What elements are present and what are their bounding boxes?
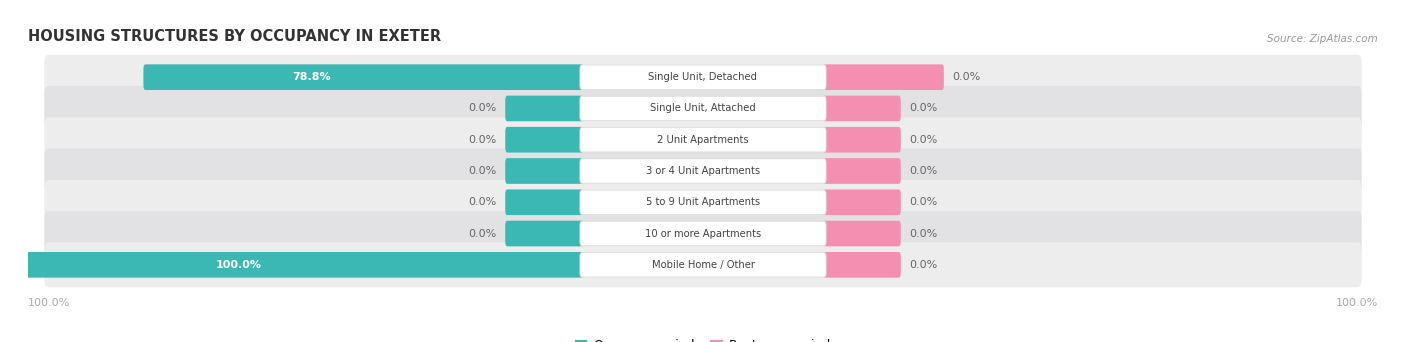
Text: 100.0%: 100.0% [28, 298, 70, 308]
Text: 0.0%: 0.0% [468, 104, 496, 114]
Text: 100.0%: 100.0% [1336, 298, 1378, 308]
Text: Single Unit, Detached: Single Unit, Detached [648, 72, 758, 82]
FancyBboxPatch shape [505, 221, 583, 246]
FancyBboxPatch shape [505, 158, 583, 184]
FancyBboxPatch shape [45, 55, 1361, 100]
Text: HOUSING STRUCTURES BY OCCUPANCY IN EXETER: HOUSING STRUCTURES BY OCCUPANCY IN EXETE… [28, 29, 441, 44]
FancyBboxPatch shape [45, 86, 1361, 131]
FancyBboxPatch shape [579, 190, 827, 214]
Text: Mobile Home / Other: Mobile Home / Other [651, 260, 755, 270]
FancyBboxPatch shape [823, 221, 901, 246]
FancyBboxPatch shape [823, 64, 943, 90]
Text: 0.0%: 0.0% [910, 260, 938, 270]
Text: 10 or more Apartments: 10 or more Apartments [645, 228, 761, 238]
FancyBboxPatch shape [823, 158, 901, 184]
Text: 78.8%: 78.8% [292, 72, 330, 82]
FancyBboxPatch shape [27, 252, 583, 278]
Text: 0.0%: 0.0% [910, 135, 938, 145]
Text: 0.0%: 0.0% [468, 197, 496, 207]
FancyBboxPatch shape [505, 189, 583, 215]
FancyBboxPatch shape [505, 96, 583, 121]
Text: 0.0%: 0.0% [953, 72, 981, 82]
FancyBboxPatch shape [579, 96, 827, 121]
FancyBboxPatch shape [143, 64, 583, 90]
FancyBboxPatch shape [45, 180, 1361, 225]
FancyBboxPatch shape [505, 127, 583, 153]
FancyBboxPatch shape [579, 128, 827, 152]
Text: 0.0%: 0.0% [468, 135, 496, 145]
FancyBboxPatch shape [823, 252, 901, 278]
Text: 0.0%: 0.0% [910, 104, 938, 114]
FancyBboxPatch shape [579, 221, 827, 246]
Text: 0.0%: 0.0% [468, 166, 496, 176]
FancyBboxPatch shape [823, 189, 901, 215]
Text: 0.0%: 0.0% [910, 166, 938, 176]
Text: 0.0%: 0.0% [910, 197, 938, 207]
FancyBboxPatch shape [579, 159, 827, 183]
Text: Single Unit, Attached: Single Unit, Attached [650, 104, 756, 114]
Text: 100.0%: 100.0% [215, 260, 262, 270]
FancyBboxPatch shape [579, 65, 827, 89]
FancyBboxPatch shape [45, 211, 1361, 256]
FancyBboxPatch shape [45, 242, 1361, 287]
Text: 0.0%: 0.0% [468, 228, 496, 238]
Text: Source: ZipAtlas.com: Source: ZipAtlas.com [1267, 34, 1378, 44]
FancyBboxPatch shape [823, 127, 901, 153]
FancyBboxPatch shape [823, 96, 901, 121]
Text: 5 to 9 Unit Apartments: 5 to 9 Unit Apartments [645, 197, 761, 207]
Text: 2 Unit Apartments: 2 Unit Apartments [657, 135, 749, 145]
Text: 0.0%: 0.0% [910, 228, 938, 238]
Legend: Owner-occupied, Renter-occupied: Owner-occupied, Renter-occupied [569, 334, 837, 342]
FancyBboxPatch shape [45, 148, 1361, 194]
FancyBboxPatch shape [579, 253, 827, 277]
FancyBboxPatch shape [45, 117, 1361, 162]
Text: 3 or 4 Unit Apartments: 3 or 4 Unit Apartments [645, 166, 761, 176]
